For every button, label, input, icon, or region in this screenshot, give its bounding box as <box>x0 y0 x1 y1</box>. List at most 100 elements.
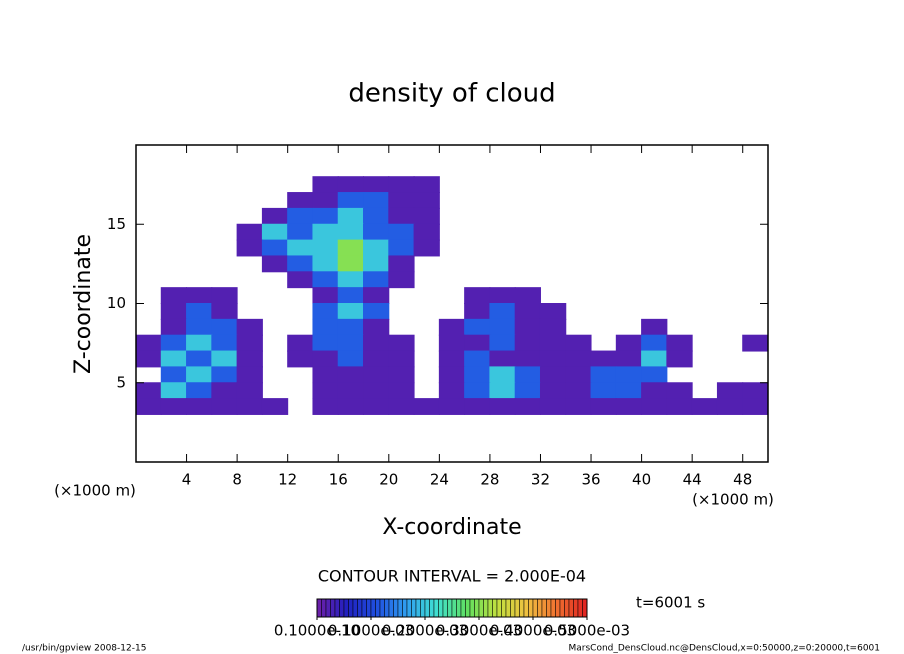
contour-cell <box>337 350 365 368</box>
contour-cell <box>312 350 339 368</box>
contour-cell <box>438 334 466 352</box>
colorbar-tick-label: 0.3000e-03 <box>436 622 522 640</box>
contour-cell <box>388 255 415 273</box>
contour-cell <box>742 334 769 352</box>
contour-cell <box>514 366 541 384</box>
contour-cell <box>261 207 289 225</box>
contour-cell <box>211 318 238 336</box>
contour-cell <box>287 192 314 209</box>
colorbar-swatch <box>438 598 444 618</box>
contour-cell <box>312 207 339 225</box>
contour-cell <box>438 366 466 384</box>
contour-cell <box>539 382 567 400</box>
colorbar-swatch <box>388 598 394 618</box>
x-tick-label: 8 <box>232 471 242 489</box>
colorbar-swatch <box>330 598 336 618</box>
contour-cell <box>438 382 466 400</box>
x-tick-label: 48 <box>733 471 752 489</box>
contour-cell <box>438 398 466 415</box>
colorbar-swatch <box>564 598 570 618</box>
colorbar-swatch <box>532 598 538 618</box>
contour-cell <box>716 398 744 415</box>
colorbar-swatch <box>321 598 327 618</box>
contour-cell <box>287 239 314 257</box>
contour-cell <box>186 382 213 400</box>
contour-cell <box>615 334 643 352</box>
contour-cell <box>565 366 592 384</box>
contour-cell <box>464 382 491 400</box>
contour-cell <box>135 398 162 415</box>
contour-cell <box>287 271 314 289</box>
x-tick-label: 4 <box>182 471 192 489</box>
contour-cell <box>236 318 263 336</box>
contour-cell <box>565 382 592 400</box>
contour-cell <box>464 318 491 336</box>
contour-cell <box>590 366 617 384</box>
contour-cell <box>337 255 365 273</box>
colorbar-frame <box>316 598 588 618</box>
contour-cell <box>464 334 491 352</box>
contour-cell <box>337 303 365 320</box>
colorbar-swatch <box>339 598 345 618</box>
colorbar-swatch <box>420 598 426 618</box>
colorbar-swatch <box>316 598 322 618</box>
contour-cell <box>363 334 390 352</box>
colorbar-swatch <box>528 598 534 618</box>
colorbar-swatch <box>483 598 489 618</box>
contour-cell <box>261 223 289 241</box>
colorbar-tick-label: 0.1000e-10 <box>274 622 360 640</box>
contour-cell <box>363 271 390 289</box>
contour-cell <box>186 334 213 352</box>
contour-cell <box>337 382 365 400</box>
colorbar-swatch <box>523 598 529 618</box>
contour-cell <box>363 366 390 384</box>
contour-cell <box>261 239 289 257</box>
colorbar-swatch <box>379 598 385 618</box>
colorbar-swatch <box>397 598 403 618</box>
colorbar-swatch <box>375 598 381 618</box>
contour-cell <box>337 223 365 241</box>
contour-cell <box>716 382 744 400</box>
colorbar-swatch <box>577 598 583 618</box>
y-tick-label: 10 <box>107 294 126 312</box>
contour-cell <box>388 176 415 194</box>
contour-cell <box>186 287 213 304</box>
x-tick-label: 40 <box>632 471 651 489</box>
colorbar-swatch <box>433 598 439 618</box>
x-tick-label: 28 <box>480 471 499 489</box>
contour-cell <box>742 398 769 415</box>
colorbar-swatch <box>384 598 390 618</box>
colorbar-swatch <box>334 598 340 618</box>
contour-cell <box>742 382 769 400</box>
contour-cell <box>565 334 592 352</box>
contour-cell <box>363 255 390 273</box>
colorbar-swatch <box>456 598 462 618</box>
contour-cell <box>160 318 188 336</box>
contour-cell <box>539 318 567 336</box>
colorbar-swatch <box>559 598 565 618</box>
contour-cell <box>666 398 693 415</box>
contour-cell <box>514 382 541 400</box>
contour-cell <box>438 350 466 368</box>
contour-interval: CONTOUR INTERVAL = 2.000E-04 <box>318 567 586 586</box>
colorbar-swatch <box>325 598 331 618</box>
contour-cell <box>337 318 365 336</box>
contour-cell <box>236 334 263 352</box>
contour-cell <box>261 255 289 273</box>
contour-cell <box>236 366 263 384</box>
contour-cell <box>615 350 643 368</box>
colorbar-swatch <box>546 598 552 618</box>
contour-cell <box>160 366 188 384</box>
contour-cell <box>337 176 365 194</box>
colorbar-swatch <box>361 598 367 618</box>
colorbar-swatch <box>519 598 525 618</box>
contour-cell <box>186 398 213 415</box>
contour-cell <box>641 334 668 352</box>
contour-cell <box>186 303 213 320</box>
colorbar-swatch <box>370 598 376 618</box>
contour-cell <box>337 334 365 352</box>
colorbar-swatch <box>343 598 349 618</box>
contour-cell <box>464 287 491 304</box>
contour-cell <box>539 366 567 384</box>
